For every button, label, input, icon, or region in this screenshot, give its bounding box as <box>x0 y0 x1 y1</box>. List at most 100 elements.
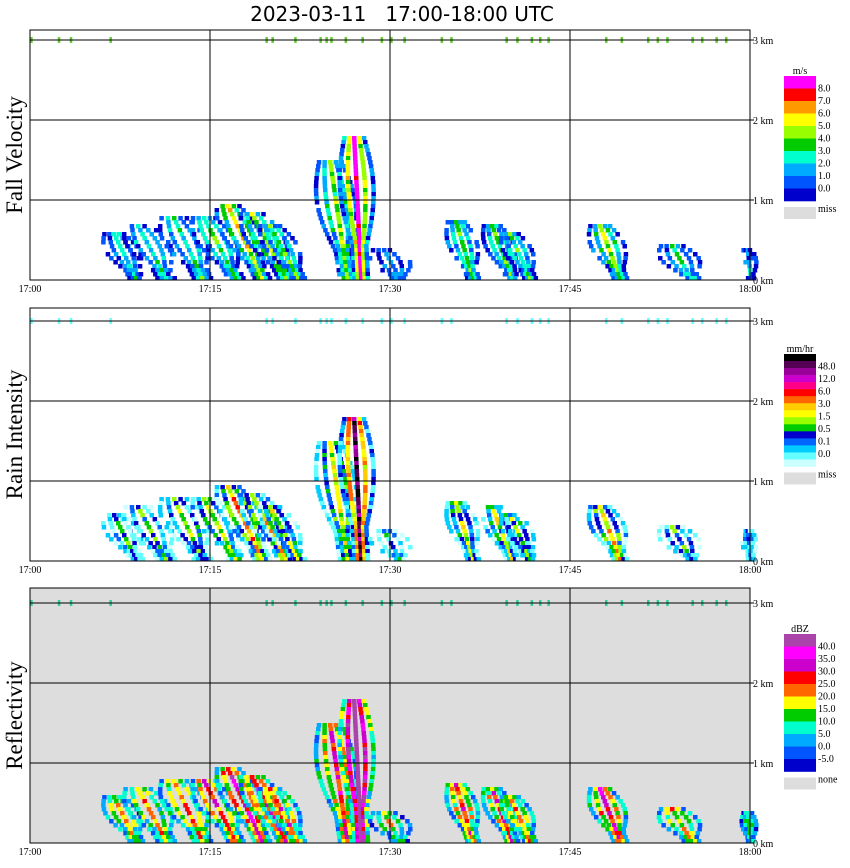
colorbar-label: -5.0 <box>818 754 834 765</box>
colorbar-swatch <box>784 696 816 710</box>
echo-cells <box>101 417 759 562</box>
plot-frame <box>29 587 751 844</box>
colorbar-swatch <box>784 424 816 432</box>
colorbar: dBZ 40.035.0 30.025.0 20.015.0 10.05.0 0.0-5.… <box>784 624 838 790</box>
y-tick-label: 2 km <box>753 397 774 408</box>
colorbar-miss-swatch <box>784 472 816 485</box>
rain-shaft <box>498 232 539 281</box>
y-tick-label: 0 km <box>753 839 774 850</box>
x-tick-label: 17:15 <box>199 284 222 295</box>
colorbar-unit: mm/hr <box>787 344 814 355</box>
colorbar-swatch <box>784 417 816 425</box>
y-tick-label: 1 km <box>753 196 774 207</box>
colorbar-swatch <box>784 396 816 404</box>
echo-cells <box>101 136 759 281</box>
colorbar-label: 4.0 <box>818 134 831 145</box>
colorbar-label: 0.5 <box>818 424 831 435</box>
rain-shaft <box>367 248 413 281</box>
colorbar-label: 25.0 <box>818 679 836 690</box>
colorbar-swatch <box>784 126 816 139</box>
colorbar-label: 5.0 <box>818 121 831 132</box>
panel-label: Reflectivity <box>2 661 27 770</box>
plot-frame <box>29 307 751 562</box>
x-tick-label: 17:45 <box>559 565 582 576</box>
colorbar-swatch <box>784 88 816 102</box>
colorbar-label: 5.0 <box>818 729 831 740</box>
panel-reflectivity: 0 km 1 km 2 km 3 km 17:00 17:15 17:30 17:45 18:0… <box>2 587 838 858</box>
colorbar-swatch <box>784 382 816 390</box>
rain-shaft <box>586 787 630 844</box>
colorbar-label: 3.0 <box>818 399 831 410</box>
colorbar-swatch <box>784 176 816 189</box>
rain-shaft <box>121 224 177 281</box>
colorbar-swatch <box>784 452 816 460</box>
colorbar-label: 12.0 <box>818 374 836 385</box>
colorbar-swatch <box>784 389 816 397</box>
y-axis-ticks: 0 km 1 km 2 km 3 km <box>750 599 774 850</box>
rain-shaft <box>444 501 482 562</box>
colorbar-swatch <box>784 634 816 647</box>
y-tick-label: 0 km <box>753 557 774 568</box>
colorbar-swatch <box>784 375 816 383</box>
colorbar-label: 48.0 <box>818 362 836 373</box>
rain-shaft <box>444 783 482 844</box>
colorbar-swatch <box>784 354 816 362</box>
panel-label: Fall Velocity <box>2 96 27 214</box>
y-tick-label: 3 km <box>753 599 774 610</box>
colorbar-swatch <box>784 709 816 722</box>
x-tick-label: 17:30 <box>379 284 402 295</box>
rain-shaft <box>101 795 146 844</box>
gridlines <box>30 588 750 843</box>
rain-shaft <box>257 224 308 281</box>
rain-shaft <box>157 779 214 844</box>
colorbar-swatch <box>784 721 816 735</box>
x-tick-label: 17:30 <box>379 565 402 576</box>
panel-fall-velocity: 0 km 1 km 2 km 3 km 17:00 17:15 17:30 17:45 18:0… <box>2 29 836 295</box>
x-tick-label: 17:00 <box>19 284 42 295</box>
colorbar-label: 20.0 <box>818 692 836 703</box>
colorbar-swatch <box>784 403 816 411</box>
colorbar-swatch <box>784 138 816 152</box>
x-tick-label: 17:45 <box>559 847 582 858</box>
panel-label: Rain Intensity <box>2 369 27 499</box>
colorbar-swatch <box>784 113 816 127</box>
y-axis-ticks: 0 km 1 km 2 km 3 km <box>750 36 774 287</box>
rain-shaft <box>656 807 703 844</box>
colorbar-label: 35.0 <box>818 654 836 665</box>
colorbar-swatch <box>784 445 816 453</box>
colorbar-swatch <box>784 151 816 164</box>
colorbar-miss-swatch <box>784 207 816 219</box>
colorbar: mm/hr 48.012.0 6.03.0 1.50.5 0.10.0 miss <box>784 344 836 485</box>
colorbar-label: 3.0 <box>818 146 831 157</box>
rain-shaft <box>257 787 308 844</box>
colorbar-miss-label: miss <box>818 204 836 215</box>
x-tick-label: 17:15 <box>199 847 222 858</box>
y-tick-label: 3 km <box>753 36 774 47</box>
colorbar-swatch <box>784 163 816 177</box>
colorbar-swatch <box>784 746 816 760</box>
colorbar-label: 6.0 <box>818 387 831 398</box>
rain-shaft <box>337 699 376 844</box>
colorbar-unit: dBZ <box>791 624 809 635</box>
x-axis-ticks: 17:00 17:15 17:30 17:45 18:00 <box>19 847 762 858</box>
colorbar-swatch <box>784 646 816 660</box>
colorbar-swatch <box>784 188 816 202</box>
panel-rain-intensity: 0 km 1 km 2 km 3 km 17:00 17:15 17:30 17:45 18:0… <box>2 307 836 576</box>
x-axis-ticks: 17:00 17:15 17:30 17:45 18:00 <box>19 565 762 576</box>
echo-cells <box>101 699 759 844</box>
rain-shaft <box>444 220 482 281</box>
rain-shaft <box>586 224 630 281</box>
colorbar-miss-swatch <box>784 777 816 790</box>
plot-frame <box>29 29 751 281</box>
colorbar-label: 30.0 <box>818 667 836 678</box>
x-tick-label: 18:00 <box>739 847 762 858</box>
colorbar-label: 6.0 <box>818 109 831 120</box>
colorbar-miss-label: none <box>818 775 838 786</box>
rain-shaft <box>121 787 177 844</box>
y-tick-label: 2 km <box>753 116 774 127</box>
x-axis-ticks: 17:00 17:15 17:30 17:45 18:00 <box>19 284 762 295</box>
colorbar-unit: m/s <box>793 66 808 77</box>
colorbar-label: 0.0 <box>818 742 831 753</box>
colorbar-swatch <box>784 101 816 114</box>
